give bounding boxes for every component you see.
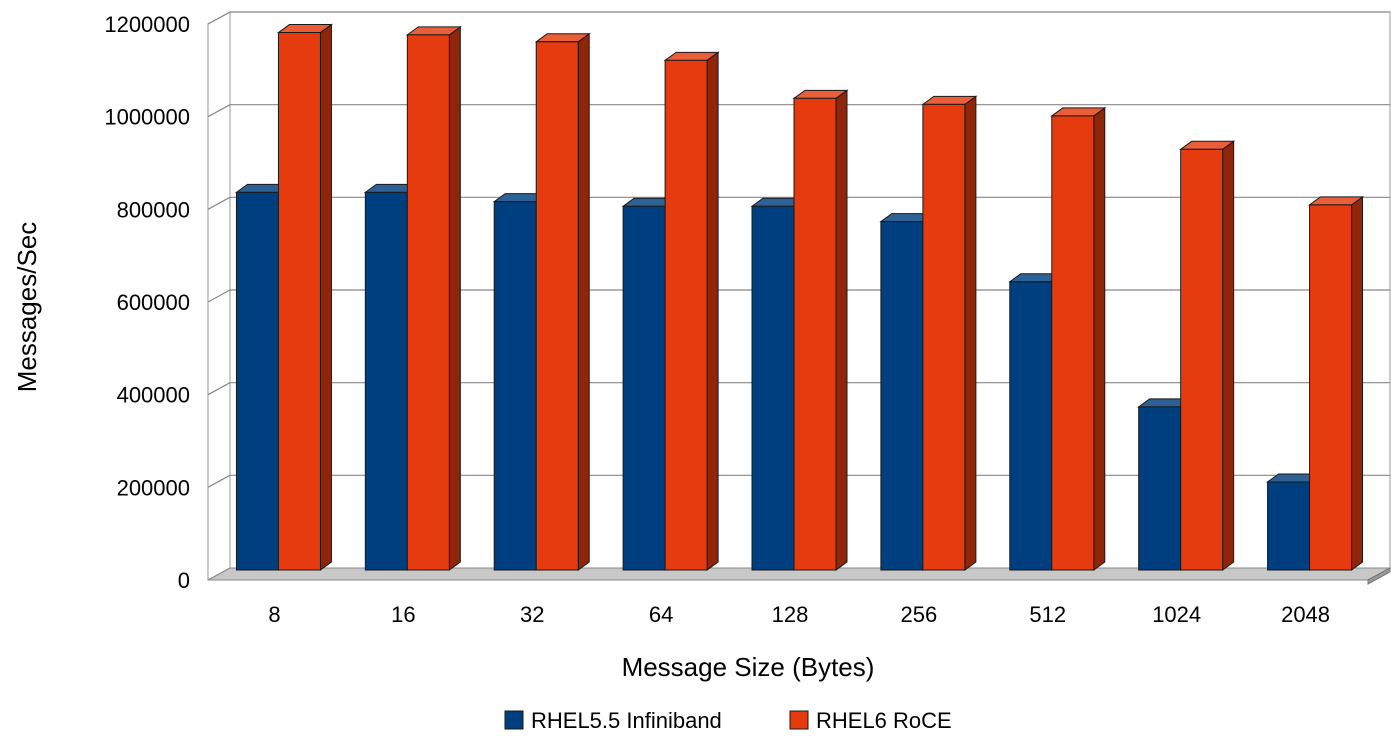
x-tick-label: 8: [268, 602, 280, 627]
gridline-side: [207, 104, 231, 118]
legend-label-roce: RHEL6 RoCE: [816, 708, 952, 733]
gridline-side: [207, 289, 231, 303]
bar: [792, 89, 849, 571]
x-tick-label: 64: [649, 602, 673, 627]
bar: [1050, 106, 1107, 571]
bars: [234, 23, 1365, 571]
bar-side: [1351, 195, 1364, 571]
bar: [1308, 195, 1365, 571]
chart-floor: [207, 567, 1391, 585]
x-tick-labels: 8 16 32 64 128 256 512 1024 2048: [268, 602, 1330, 627]
bar: [1266, 472, 1323, 571]
bar-front: [406, 34, 450, 571]
floor-edge: [1367, 567, 1391, 585]
y-tick-label: 1200000: [104, 12, 190, 37]
legend-label-infiniband: RHEL5.5 Infiniband: [531, 708, 722, 733]
y-tick-label: 0: [178, 568, 190, 593]
bar-front: [1180, 148, 1224, 571]
x-tick-label: 256: [901, 602, 938, 627]
y-tick-label: 200000: [117, 475, 190, 500]
gridline-side: [207, 382, 231, 396]
gridline-side: [207, 11, 231, 25]
legend: RHEL5.5 Infiniband RHEL6 RoCE: [504, 708, 952, 733]
y-tick-labels: 0 200000 400000 600000 800000 1000000 1200000: [104, 12, 190, 593]
bar-side: [1093, 106, 1106, 571]
x-tick-label: 1024: [1152, 602, 1201, 627]
y-axis-title: Messages/Sec: [12, 222, 42, 393]
x-tick-label: 128: [772, 602, 809, 627]
bar: [276, 23, 333, 571]
bar-front: [1138, 406, 1182, 571]
x-tick-label: 512: [1029, 602, 1066, 627]
y-tick-label: 600000: [117, 290, 190, 315]
x-tick-label: 16: [391, 602, 415, 627]
bar-front: [1009, 281, 1053, 571]
bar-front: [793, 97, 837, 571]
gridline-side: [207, 196, 231, 210]
bar-side: [319, 23, 332, 571]
legend-swatch-infiniband: [504, 710, 524, 730]
bar-front: [1267, 481, 1311, 571]
bar-front: [364, 191, 408, 571]
x-tick-label: 2048: [1281, 602, 1330, 627]
bar-side: [706, 51, 719, 571]
bar-side: [1222, 140, 1235, 571]
bar-front: [1309, 204, 1353, 571]
bar-front: [751, 205, 795, 571]
bar-front: [1051, 115, 1095, 571]
bar: [921, 95, 978, 571]
bar-side: [835, 89, 848, 571]
legend-swatch-roce: [789, 710, 809, 730]
bar-side: [577, 32, 590, 571]
y-tick-label: 800000: [117, 197, 190, 222]
bar: [534, 32, 591, 571]
bar: [1179, 140, 1236, 571]
bar-front: [493, 201, 537, 571]
x-axis-title: Message Size (Bytes): [622, 652, 875, 682]
bar-front: [880, 221, 924, 571]
gridline-side: [207, 474, 231, 488]
bar-side: [964, 95, 977, 571]
bar: [663, 51, 720, 571]
bar-front: [664, 59, 708, 571]
bar-front: [277, 32, 321, 571]
x-tick-label: 32: [520, 602, 544, 627]
bar-front: [622, 205, 666, 571]
y-tick-label: 1000000: [104, 105, 190, 130]
bar-side: [448, 25, 461, 571]
bar-front: [535, 41, 579, 571]
bar-front: [235, 191, 279, 571]
bar: [405, 25, 462, 571]
y-tick-label: 400000: [117, 383, 190, 408]
bar-front: [922, 103, 966, 571]
